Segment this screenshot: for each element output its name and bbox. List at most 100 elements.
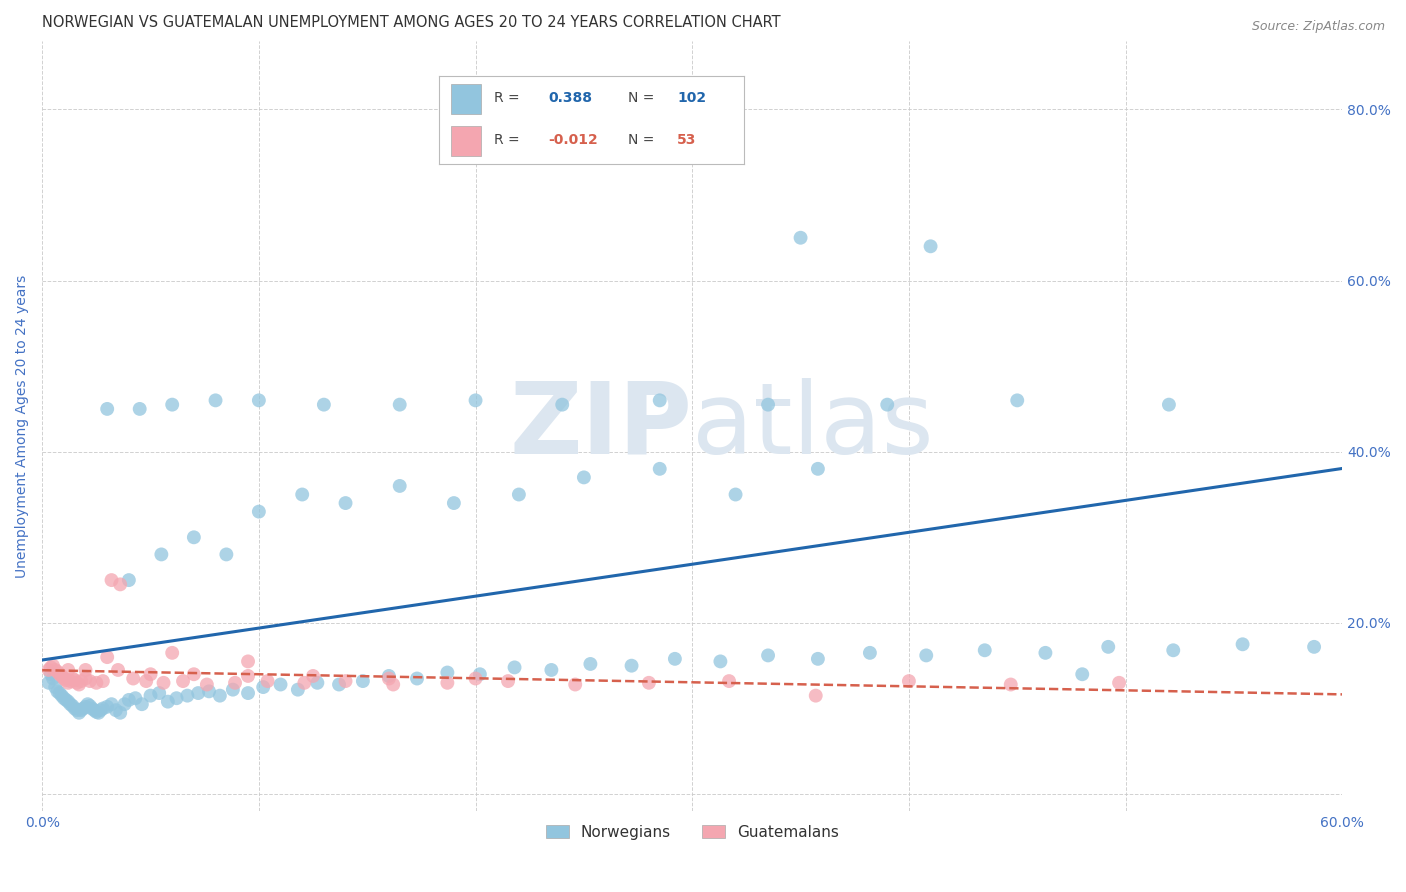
- Point: [46, 684, 69, 698]
- Point: [648, 393, 671, 408]
- Point: [638, 675, 661, 690]
- Point: [107, 663, 129, 677]
- Point: [709, 654, 731, 668]
- Point: [100, 573, 122, 587]
- Point: [468, 667, 491, 681]
- Point: [292, 675, 315, 690]
- Point: [388, 479, 411, 493]
- Point: [287, 682, 309, 697]
- Point: [62, 672, 84, 686]
- Point: [58, 675, 80, 690]
- Point: [59, 697, 82, 711]
- Point: [378, 672, 401, 686]
- Point: [91, 701, 114, 715]
- Point: [897, 674, 920, 689]
- Point: [108, 706, 131, 720]
- Text: ZIP: ZIP: [509, 377, 692, 475]
- Point: [176, 689, 198, 703]
- Point: [172, 674, 194, 689]
- Point: [222, 682, 245, 697]
- Point: [48, 686, 70, 700]
- Point: [1007, 393, 1029, 408]
- Point: [551, 398, 574, 412]
- Point: [540, 663, 562, 677]
- Point: [352, 674, 374, 689]
- Point: [55, 693, 77, 707]
- Point: [86, 675, 108, 690]
- Point: [96, 401, 118, 416]
- Point: [108, 577, 131, 591]
- Point: [46, 665, 69, 679]
- Point: [302, 669, 325, 683]
- Point: [876, 398, 898, 412]
- Text: Source: ZipAtlas.com: Source: ZipAtlas.com: [1251, 20, 1385, 33]
- Point: [152, 675, 174, 690]
- Point: [664, 652, 686, 666]
- Point: [1071, 667, 1094, 681]
- Point: [204, 393, 226, 408]
- Point: [1161, 643, 1184, 657]
- Point: [86, 705, 108, 719]
- Point: [312, 398, 335, 412]
- Point: [406, 672, 429, 686]
- Point: [572, 470, 595, 484]
- Point: [307, 675, 329, 690]
- Point: [1097, 640, 1119, 654]
- Point: [148, 686, 170, 700]
- Point: [75, 663, 97, 677]
- Point: [1035, 646, 1057, 660]
- Point: [564, 677, 586, 691]
- Point: [247, 393, 270, 408]
- Point: [76, 697, 98, 711]
- Point: [38, 663, 60, 677]
- Point: [42, 658, 65, 673]
- Point: [118, 693, 141, 707]
- Point: [496, 674, 519, 689]
- Point: [443, 496, 465, 510]
- Point: [59, 674, 82, 689]
- Y-axis label: Unemployment Among Ages 20 to 24 years: Unemployment Among Ages 20 to 24 years: [15, 275, 30, 578]
- Point: [236, 669, 259, 683]
- Point: [724, 487, 747, 501]
- Point: [70, 703, 93, 717]
- Point: [859, 646, 882, 660]
- Point: [252, 680, 274, 694]
- Point: [718, 674, 741, 689]
- Point: [198, 684, 221, 698]
- Point: [464, 672, 486, 686]
- Point: [90, 703, 112, 717]
- Point: [1000, 677, 1022, 691]
- Point: [51, 669, 73, 683]
- Point: [183, 667, 205, 681]
- Point: [139, 667, 162, 681]
- Point: [503, 660, 526, 674]
- Point: [42, 672, 65, 686]
- Point: [83, 703, 105, 717]
- Point: [55, 673, 77, 688]
- Point: [38, 675, 60, 690]
- Point: [1303, 640, 1326, 654]
- Point: [75, 699, 97, 714]
- Point: [67, 677, 90, 691]
- Point: [39, 667, 62, 681]
- Point: [87, 706, 110, 720]
- Point: [756, 398, 779, 412]
- Point: [328, 677, 350, 691]
- Text: atlas: atlas: [692, 377, 934, 475]
- Point: [436, 675, 458, 690]
- Point: [139, 689, 162, 703]
- Point: [51, 689, 73, 703]
- Point: [62, 698, 84, 713]
- Point: [915, 648, 938, 663]
- Legend: Norwegians, Guatemalans: Norwegians, Guatemalans: [540, 819, 845, 846]
- Point: [215, 548, 238, 562]
- Point: [52, 672, 75, 686]
- Point: [388, 398, 411, 412]
- Point: [66, 703, 89, 717]
- Text: NORWEGIAN VS GUATEMALAN UNEMPLOYMENT AMONG AGES 20 TO 24 YEARS CORRELATION CHART: NORWEGIAN VS GUATEMALAN UNEMPLOYMENT AMO…: [42, 15, 780, 30]
- Point: [807, 462, 830, 476]
- Point: [208, 689, 231, 703]
- Point: [91, 674, 114, 689]
- Point: [96, 650, 118, 665]
- Point: [579, 657, 602, 671]
